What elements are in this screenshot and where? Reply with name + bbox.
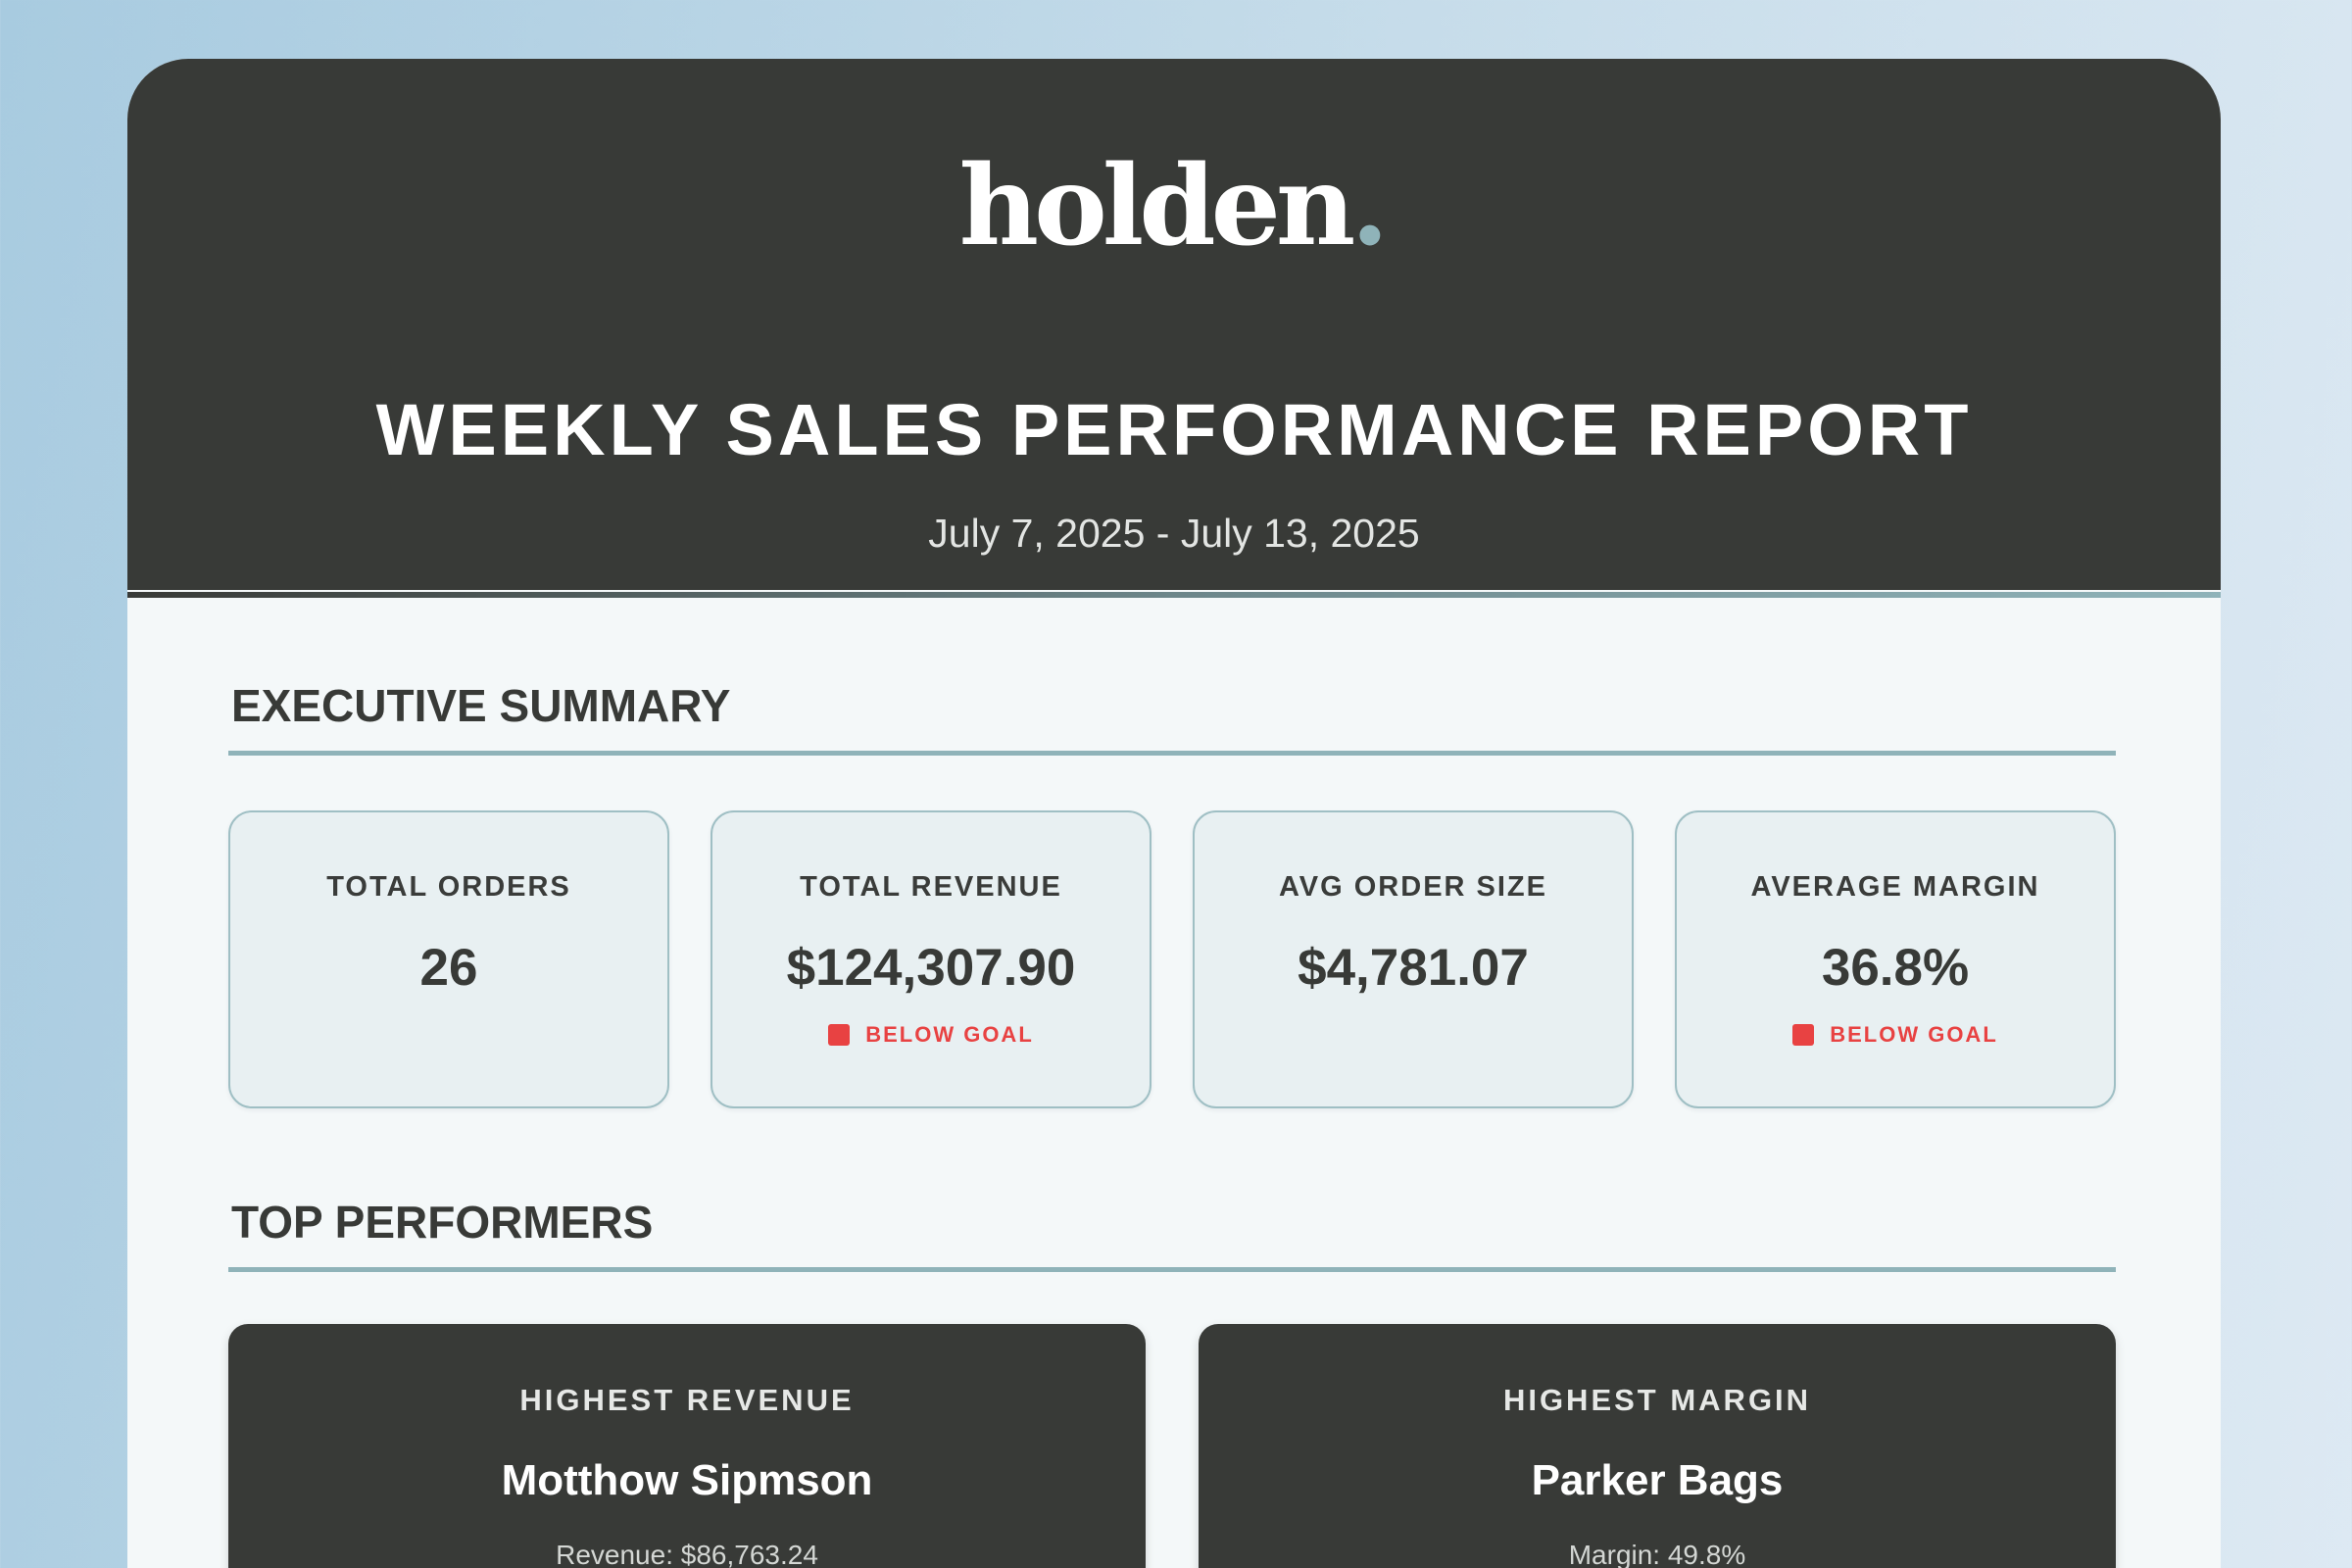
performer-name: Motthow Sipmson <box>501 1456 873 1504</box>
kpi-card-average-margin: AVERAGE MARGIN 36.8% BELOW GOAL <box>1675 810 2116 1108</box>
date-range: July 7, 2025 - July 13, 2025 <box>928 511 1420 556</box>
red-square-icon <box>828 1024 851 1046</box>
section-title-top-performers: TOP PERFORMERS <box>231 1197 654 1248</box>
kpi-card-avg-order-size: AVG ORDER SIZE $4,781.07 <box>1193 810 1634 1108</box>
red-square-icon <box>1792 1024 1815 1046</box>
performers-row: HIGHEST REVENUE Motthow Sipmson Revenue:… <box>228 1324 2116 1568</box>
kpi-label: TOTAL ORDERS <box>326 871 571 903</box>
performer-card-highest-revenue: HIGHEST REVENUE Motthow Sipmson Revenue:… <box>228 1324 1146 1568</box>
section-title-executive-summary: EXECUTIVE SUMMARY <box>231 680 731 731</box>
kpi-card-total-revenue: TOTAL REVENUE $124,307.90 BELOW GOAL <box>710 810 1152 1108</box>
performer-detail: Margin: 49.8% <box>1568 1540 1746 1568</box>
status-badge: BELOW GOAL <box>1677 1022 2114 1048</box>
performer-name: Parker Bags <box>1531 1456 1784 1504</box>
status-text: BELOW GOAL <box>1830 1022 1998 1047</box>
status-text: BELOW GOAL <box>865 1022 1034 1047</box>
section-divider <box>228 1267 2116 1272</box>
kpi-label: AVERAGE MARGIN <box>1750 871 2040 903</box>
kpi-value: $124,307.90 <box>786 939 1076 997</box>
kpi-card-total-orders: TOTAL ORDERS 26 <box>228 810 669 1108</box>
kpi-label: TOTAL REVENUE <box>800 871 1062 903</box>
report-title: WEEKLY SALES PERFORMANCE REPORT <box>375 389 1973 470</box>
performer-detail: Revenue: $86,763.24 <box>556 1540 818 1568</box>
performer-label: HIGHEST REVENUE <box>519 1383 855 1417</box>
header-accent-bar <box>127 590 2221 598</box>
kpi-value: 36.8% <box>1821 939 1970 997</box>
kpi-label: AVG ORDER SIZE <box>1279 871 1547 903</box>
status-badge: BELOW GOAL <box>712 1022 1150 1048</box>
kpi-value: 26 <box>419 939 478 997</box>
report-card: holden. WEEKLY SALES PERFORMANCE REPORT … <box>127 59 2221 1568</box>
performer-label: HIGHEST MARGIN <box>1502 1383 1812 1417</box>
logo-text: holden <box>958 142 1356 270</box>
report-body: EXECUTIVE SUMMARY TOTAL ORDERS 26 TOTAL … <box>127 683 2221 1568</box>
report-header: holden. WEEKLY SALES PERFORMANCE REPORT … <box>127 59 2221 590</box>
section-divider <box>228 751 2116 756</box>
logo-dot: . <box>1350 142 1390 270</box>
kpi-value: $4,781.07 <box>1298 939 1529 997</box>
performer-card-highest-margin: HIGHEST MARGIN Parker Bags Margin: 49.8% <box>1199 1324 2116 1568</box>
brand-logo: holden. <box>127 152 2221 262</box>
kpi-row: TOTAL ORDERS 26 TOTAL REVENUE $124,307.9… <box>228 810 2116 1108</box>
